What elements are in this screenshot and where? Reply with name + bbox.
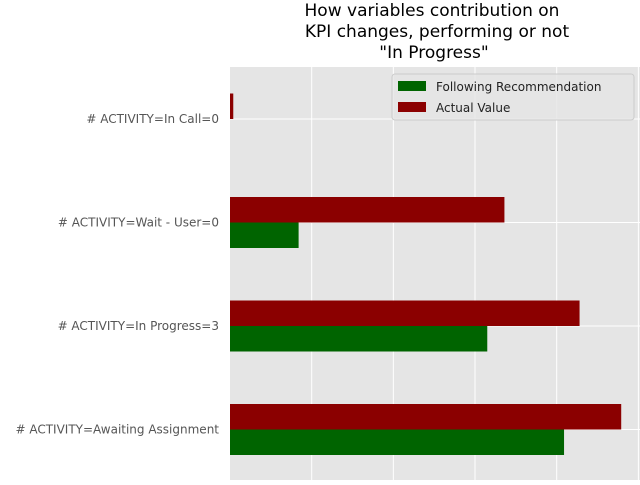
y-tick-label: # ACTIVITY=In Progress=3 bbox=[58, 319, 219, 333]
bar-actual-value bbox=[230, 404, 622, 430]
bars bbox=[230, 93, 622, 455]
legend: Following Recommendation Actual Value bbox=[391, 73, 635, 121]
legend-box bbox=[391, 73, 635, 121]
legend-label-following-recommendation: Following Recommendation bbox=[436, 80, 601, 94]
bar-following-recommendation bbox=[230, 222, 299, 248]
legend-label-actual-value: Actual Value bbox=[436, 101, 510, 115]
y-tick-label: # ACTIVITY=Awaiting Assignment bbox=[15, 423, 219, 437]
y-tick-labels: # ACTIVITY=In Call=0 # ACTIVITY=Wait - Us… bbox=[15, 112, 219, 437]
chart-title: How variables contribution on KPI change… bbox=[305, 1, 570, 63]
chart-title-line-1: How variables contribution on bbox=[305, 1, 560, 21]
legend-swatch-actual-value bbox=[398, 102, 426, 112]
bar-actual-value bbox=[230, 197, 505, 223]
y-tick-label: # ACTIVITY=In Call=0 bbox=[86, 112, 219, 126]
y-tick-label: # ACTIVITY=Wait - User=0 bbox=[58, 216, 219, 230]
bar-actual-value bbox=[230, 300, 580, 326]
bar-following-recommendation bbox=[230, 326, 488, 352]
bar-actual-value bbox=[230, 93, 234, 119]
chart-title-line-3: "In Progress" bbox=[379, 43, 488, 63]
legend-swatch-following-recommendation bbox=[398, 81, 426, 91]
chart-title-line-2: KPI changes, performing or not bbox=[305, 22, 570, 42]
bar-following-recommendation bbox=[230, 429, 565, 455]
